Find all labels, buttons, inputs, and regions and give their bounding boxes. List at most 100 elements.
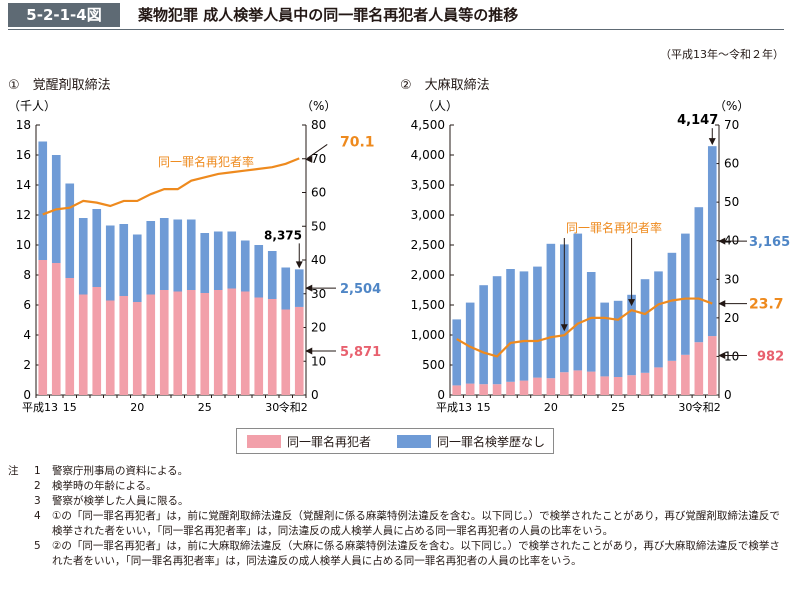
- header-rule: [8, 29, 784, 30]
- repeat-value-label: 982: [757, 350, 784, 365]
- x-tick-label: 平成13: [22, 401, 58, 414]
- bar-repeat: [240, 291, 250, 395]
- note-mark: 注: [8, 465, 19, 477]
- bar-no-prior: [132, 234, 142, 302]
- note-4: 4 ①の「同一罪名再犯者」は，前に覚醒剤取締法違反（覚醒剤に係る麻薬特例法違反を含…: [8, 509, 788, 539]
- rate-pointer-arrow-b: [628, 299, 636, 307]
- rate-callout-arrow: [305, 155, 313, 163]
- bar-no-prior: [667, 252, 677, 361]
- bar-no-prior: [159, 218, 169, 290]
- bar-no-prior: [146, 221, 156, 295]
- bar-repeat: [613, 377, 623, 395]
- note-number: 1: [34, 465, 41, 477]
- bar-repeat: [132, 302, 142, 395]
- y2-tick-label: 50: [311, 219, 326, 233]
- y-tick-label: 12: [16, 208, 31, 222]
- repeat-value-label: 5,871: [340, 345, 381, 360]
- y2-tick-label: 70: [724, 118, 739, 132]
- y2-tick-label: 40: [311, 253, 326, 267]
- bar-no-prior: [546, 243, 556, 379]
- y2-tick-label: 30: [311, 287, 326, 301]
- bar-no-prior: [227, 231, 237, 289]
- x-tick-label: 15: [477, 401, 491, 414]
- bar-no-prior: [519, 271, 529, 381]
- bar-repeat: [159, 290, 169, 395]
- chart-cannabis: 05001,0001,5002,0002,5003,0003,5004,0004…: [411, 99, 790, 414]
- note-number: 4: [34, 510, 41, 522]
- bar-repeat: [51, 263, 61, 395]
- y-tick-label: 8: [23, 268, 31, 282]
- y-tick-label: 2: [23, 358, 31, 372]
- bar-repeat: [267, 299, 277, 395]
- total-value-label: 8,375: [264, 228, 302, 242]
- bar-repeat: [627, 375, 636, 395]
- legend-item-no-prior: 同一罪名検挙歴なし: [397, 433, 545, 450]
- total-callout-arrow: [708, 138, 716, 146]
- note-text: 警察庁刑事局の資料による。: [52, 465, 189, 477]
- bar-repeat: [38, 260, 48, 395]
- y-tick-label: 0: [437, 388, 445, 402]
- no-prior-value-label: 2,504: [340, 282, 381, 297]
- y-tick-label: 4,000: [411, 148, 445, 162]
- y2-tick-label: 20: [311, 321, 326, 335]
- y2-tick-label: 70: [311, 152, 326, 166]
- y-axis-unit: （人）: [422, 99, 458, 113]
- x-tick-label: 25: [198, 401, 212, 414]
- panel-title-stimulants: ① 覚醒剤取締法: [8, 78, 111, 93]
- rate-value-label: 70.1: [340, 134, 375, 150]
- y-tick-label: 1,500: [411, 298, 445, 312]
- repeat-callout-arrow: [305, 347, 313, 355]
- bar-no-prior: [573, 233, 583, 371]
- bar-no-prior: [38, 141, 48, 260]
- x-tick-label: 20: [130, 401, 144, 414]
- legend-swatch-no-prior: [397, 435, 431, 448]
- bar-no-prior: [105, 225, 115, 301]
- bar-repeat: [506, 381, 515, 395]
- note-text: ①の「同一罪名再犯者」は，前に覚醒剤取締法違反（覚醒剤に係る麻薬特例法違反を含む…: [52, 510, 780, 537]
- bar-no-prior: [640, 279, 650, 373]
- bar-repeat: [105, 300, 115, 395]
- rate-series-label: 同一罪名再犯者率: [566, 220, 662, 235]
- note-5: 5 ②の「同一罪名再犯者」は，前に大麻取締法違反（大麻に係る麻薬特例法違反を含む。…: [8, 539, 788, 569]
- y-tick-label: 18: [16, 118, 31, 132]
- bar-no-prior: [600, 302, 609, 377]
- no-prior-value-label: 3,165: [749, 235, 790, 250]
- bar-no-prior: [294, 269, 304, 307]
- bar-repeat: [173, 291, 183, 395]
- note-text: 検挙時の年齢による。: [52, 480, 157, 492]
- bar-no-prior: [492, 276, 502, 385]
- notes: 注 1 警察庁刑事局の資料による。 2 検挙時の年齢による。 3 警察が検挙した人員に限…: [8, 464, 788, 569]
- bar-no-prior: [119, 224, 129, 296]
- bar-repeat: [186, 290, 196, 395]
- bar-repeat: [533, 377, 542, 395]
- y-tick-label: 14: [16, 178, 31, 192]
- y2-tick-label: 60: [724, 157, 739, 171]
- bar-no-prior: [281, 267, 291, 310]
- y2-tick-label: 0: [311, 388, 319, 402]
- y-tick-label: 3,000: [411, 208, 445, 222]
- bar-repeat: [560, 372, 569, 395]
- bar-repeat: [694, 342, 704, 395]
- x-tick-label: 令和2: [692, 400, 721, 414]
- bar-no-prior: [479, 285, 488, 385]
- chart-stimulants: 0 2 4 6 8 10 12 14 16 18 0 10 20 30 40 50 60 70 80 （千人） （%） 平…: [8, 99, 381, 414]
- rate-series-label: 同一罪名再犯者率: [158, 154, 254, 169]
- bar-repeat: [465, 383, 475, 395]
- bar-no-prior: [681, 233, 690, 355]
- bar-no-prior: [452, 319, 462, 386]
- bar-repeat: [78, 294, 88, 395]
- y-tick-label: 2,000: [411, 268, 445, 282]
- y-axis-unit: （千人）: [8, 99, 56, 113]
- y-tick-label: 16: [16, 148, 31, 162]
- bar-no-prior: [200, 233, 210, 293]
- note-3: 3 警察が検挙した人員に限る。: [8, 494, 788, 509]
- bar-repeat: [294, 306, 304, 395]
- bar-repeat: [281, 309, 291, 395]
- bar-repeat: [640, 372, 650, 395]
- figure-header: 5-2-1-4図 薬物犯罪 成人検挙人員中の同一罪名再犯者人員等の推移: [0, 0, 792, 30]
- y2-axis-unit: （%）: [714, 99, 749, 113]
- y2-tick-label: 20: [724, 311, 739, 325]
- total-value-label: 4,147: [677, 113, 718, 128]
- y2-tick-label: 10: [724, 349, 739, 363]
- bar-no-prior: [586, 272, 596, 372]
